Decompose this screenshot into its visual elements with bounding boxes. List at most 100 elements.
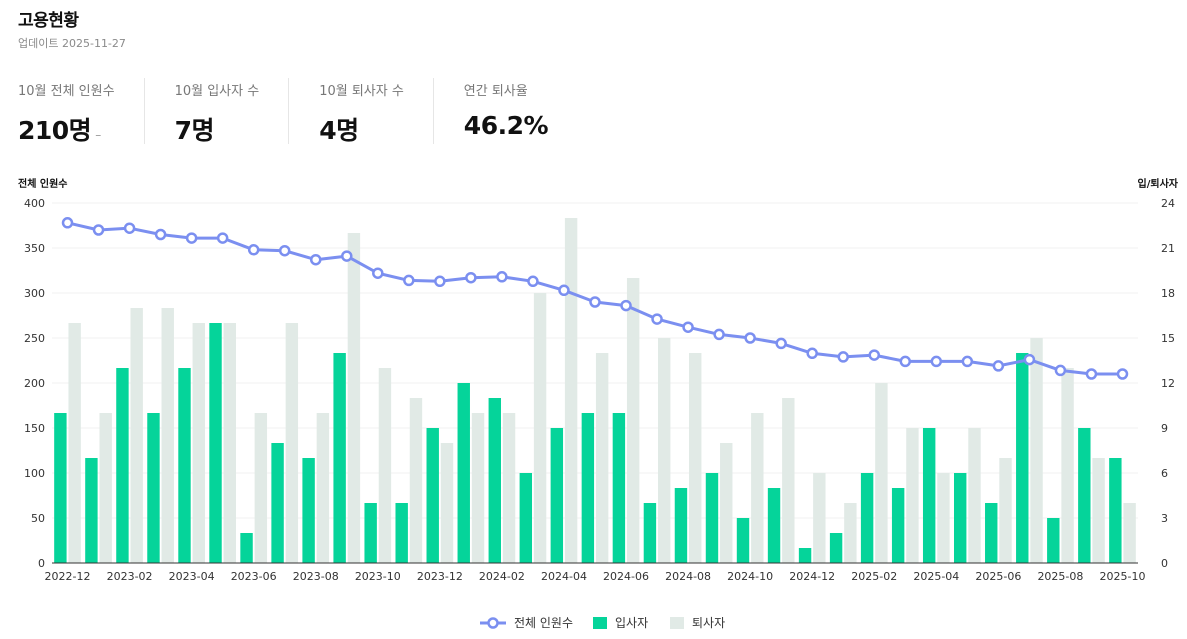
- headcount-point: [961, 355, 974, 368]
- bar-leavers: [595, 353, 609, 563]
- bar-hires: [674, 488, 688, 563]
- bar-hires: [395, 503, 408, 563]
- bar-leavers: [782, 398, 795, 563]
- legend-item-headcount[interactable]: 전체 인원수: [480, 616, 573, 630]
- headcount-point: [775, 337, 787, 350]
- bar-hires: [333, 353, 346, 563]
- headcount-point: [930, 355, 943, 368]
- bar-leavers: [502, 413, 516, 563]
- bars: [54, 218, 1136, 563]
- headcount-line: [61, 217, 1129, 380]
- y-right-tick-label: 12: [1161, 377, 1175, 390]
- headcount-point: [744, 332, 756, 344]
- bar-leavers: [471, 413, 485, 563]
- bar-hires: [1109, 458, 1122, 563]
- y-right-tick-label: 21: [1161, 242, 1175, 255]
- y-right-tick-label: 18: [1161, 287, 1175, 300]
- x-tick-label: 2024-12: [789, 570, 835, 583]
- bar-hires: [116, 368, 129, 563]
- y-left-tick-label: 0: [38, 557, 45, 570]
- headcount-point: [247, 244, 260, 256]
- legend-item-hires[interactable]: 입사자: [593, 616, 648, 630]
- headcount-point: [620, 299, 632, 312]
- y-left-tick-label: 50: [31, 512, 45, 525]
- headcount-point: [651, 313, 663, 325]
- y-right-tick-label: 24: [1161, 197, 1175, 210]
- headcount-point: [309, 253, 322, 266]
- legend-marker: [487, 617, 499, 629]
- bar-leavers: [968, 428, 981, 563]
- bar-hires: [643, 503, 657, 563]
- headcount-point: [1023, 353, 1036, 366]
- legend-swatch: [670, 617, 684, 629]
- headcount-point: [558, 284, 570, 297]
- bar-hires: [922, 428, 936, 563]
- y-left-axis-title: 전체 인원수: [18, 177, 67, 190]
- bar-leavers: [564, 218, 578, 563]
- headcount-point: [682, 321, 694, 333]
- x-tick-label: 2022-12: [45, 570, 91, 583]
- y-left-tick-label: 100: [24, 467, 45, 480]
- bar-leavers: [720, 443, 733, 563]
- headcount-point: [589, 296, 601, 308]
- bar-leavers: [285, 323, 299, 563]
- bar-leavers: [192, 323, 205, 563]
- kpi-value: 7명: [174, 116, 215, 145]
- x-tick-label: 2023-08: [293, 570, 339, 583]
- x-tick-label: 2025-10: [1100, 570, 1146, 583]
- bar-hires: [488, 398, 501, 563]
- headcount-point: [837, 351, 849, 363]
- x-tick-label: 2025-06: [975, 570, 1021, 583]
- bar-leavers: [937, 473, 950, 563]
- bar-hires: [1016, 353, 1029, 563]
- bar-hires: [519, 473, 533, 563]
- headcount-point: [372, 267, 384, 279]
- bar-leavers: [999, 458, 1012, 563]
- x-tick-label: 2023-04: [169, 570, 215, 583]
- legend-label: 전체 인원수: [514, 616, 573, 630]
- headcount-point: [123, 222, 136, 234]
- headcount-point: [868, 349, 881, 361]
- bar-hires: [1047, 518, 1060, 563]
- updated-date: 업데이트 2025-11-27: [18, 37, 126, 50]
- y-left-tick-label: 400: [24, 197, 45, 210]
- headcount-point: [713, 328, 725, 341]
- y-left-axis: 0 50 100 150 200 250 300 350 400: [24, 197, 45, 570]
- kpi-value: 46.2%: [463, 111, 549, 140]
- bar-leavers: [1030, 338, 1043, 563]
- headcount-point: [92, 224, 105, 236]
- x-axis: 2022-12 2023-02 2023-04 2023-06 2023-08 2023-…: [45, 570, 1146, 583]
- kpi-annual-turnover: 연간 퇴사율 46.2%: [464, 78, 578, 144]
- kpi-leavers: 10월 퇴사자 수 4명: [319, 78, 434, 145]
- headcount-point: [278, 244, 291, 257]
- bar-hires: [612, 413, 626, 563]
- x-tick-label: 2023-10: [355, 570, 401, 583]
- headcount-point: [1085, 368, 1098, 380]
- bar-leavers: [316, 413, 330, 563]
- bar-leavers: [130, 308, 143, 563]
- employment-chart: 전체 인원수 입/퇴사자 0 50 100 150 200 250 300 350 400 0 3…: [18, 177, 1179, 630]
- legend-item-leavers[interactable]: 퇴사자: [670, 616, 725, 630]
- headcount-point: [992, 360, 1005, 372]
- page-title: 고용현황: [18, 11, 79, 31]
- bar-hires: [178, 368, 191, 563]
- kpi-value-text: 210명: [18, 116, 92, 145]
- x-tick-label: 2024-08: [665, 570, 711, 583]
- legend-label: 퇴사자: [692, 616, 725, 630]
- bar-leavers: [1123, 503, 1136, 563]
- x-tick-label: 2024-10: [727, 570, 773, 583]
- y-right-tick-label: 15: [1161, 332, 1175, 345]
- bar-hires: [302, 458, 315, 563]
- bar-hires: [1078, 428, 1091, 563]
- bar-hires: [736, 518, 750, 563]
- y-left-tick-label: 300: [24, 287, 45, 300]
- y-right-tick-label: 9: [1161, 422, 1168, 435]
- bar-hires: [54, 413, 67, 563]
- x-tick-label: 2025-02: [851, 570, 897, 583]
- kpi-value: 4명: [319, 116, 359, 145]
- bar-leavers: [751, 413, 764, 563]
- headcount-point: [216, 232, 229, 244]
- bar-leavers: [533, 293, 547, 563]
- bar-leavers: [813, 473, 826, 563]
- bar-hires: [891, 488, 905, 563]
